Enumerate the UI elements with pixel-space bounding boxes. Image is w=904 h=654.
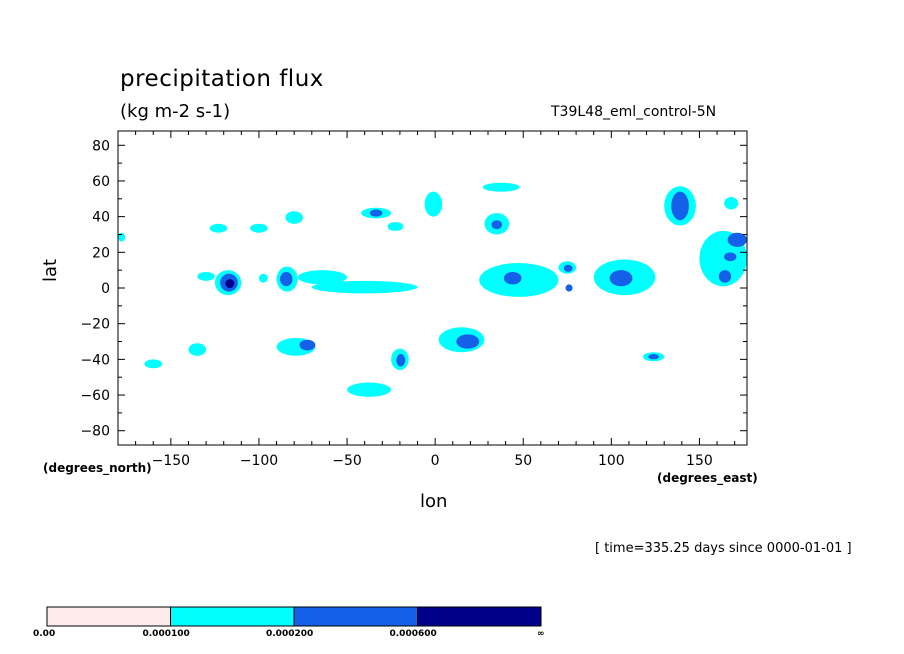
contour-region-8	[197, 271, 215, 281]
contour-region-17	[491, 220, 503, 230]
x-tick-label: 0	[431, 453, 440, 469]
y-tick-label: 40	[92, 210, 110, 226]
contour-region-15	[424, 191, 443, 217]
contour-region-34	[456, 334, 480, 349]
colorbar-swatch-3	[417, 606, 542, 627]
contour-region-20	[503, 271, 522, 285]
contour-region-43	[648, 354, 659, 360]
x-tick-label: 150	[686, 453, 713, 469]
y-axis-label: lat	[40, 258, 61, 282]
x-tick-label: 50	[514, 453, 532, 469]
colorbar-swatch-2	[293, 606, 418, 627]
contour-region-36	[299, 339, 316, 351]
contour-region-29	[718, 270, 732, 283]
contour-region-2	[225, 279, 235, 288]
x-units-note: (degrees_east)	[657, 471, 758, 485]
y-tick-label: 0	[101, 281, 110, 297]
y-tick-label: −80	[80, 424, 110, 440]
contour-region-9	[209, 223, 228, 233]
y-tick-label: −40	[80, 352, 110, 368]
contour-region-11	[285, 211, 304, 224]
chart-title: precipitation flux	[120, 66, 324, 92]
contour-region-5	[258, 273, 268, 283]
x-tick-label: 100	[598, 453, 625, 469]
y-tick-label: 80	[92, 138, 110, 154]
contour-region-10	[250, 223, 268, 233]
colorbar-label: 0.00	[33, 629, 56, 639]
contour-region-39	[347, 382, 392, 397]
contour-region-25	[609, 270, 633, 287]
contour-region-6	[297, 270, 348, 285]
contour-region-4	[280, 271, 293, 287]
contour-region-38	[396, 354, 406, 367]
y-tick-label: −20	[80, 317, 110, 333]
x-axis-label: lon	[420, 491, 448, 512]
contour-region-40	[188, 343, 207, 356]
contour-region-32	[724, 197, 739, 210]
contour-region-7	[311, 280, 418, 294]
contour-region-13	[369, 209, 383, 217]
colorbar-swatch-0	[46, 606, 171, 627]
contour-region-14	[387, 221, 404, 231]
colorbar-label: ∞	[537, 629, 545, 639]
y-tick-label: 20	[92, 245, 110, 261]
contour-region-27	[671, 191, 689, 221]
colorbar-swatch-1	[170, 606, 295, 627]
y-tick-label: 60	[92, 174, 110, 190]
chart-units: (kg m-2 s-1)	[120, 101, 231, 122]
plot-frame	[117, 130, 748, 446]
contour-region-18	[482, 182, 520, 192]
y-units-note: (degrees_north)	[43, 461, 152, 475]
colorbar-label: 0.000200	[266, 629, 314, 639]
run-id-label: T39L48_eml_control-5N	[551, 104, 717, 120]
colorbar-label: 0.000100	[142, 629, 190, 639]
contour-region-23	[565, 284, 573, 292]
x-tick-label: −100	[240, 453, 278, 469]
contour-region-41	[144, 359, 163, 369]
contour-region-22	[563, 264, 573, 272]
contour-region-31	[727, 232, 747, 247]
x-tick-label: −50	[332, 453, 362, 469]
time-stamp: [ time=335.25 days since 0000-01-01 ]	[595, 541, 852, 556]
contour-region-30	[724, 252, 737, 262]
y-tick-label: −60	[80, 388, 110, 404]
colorbar-label: 0.000600	[389, 629, 437, 639]
x-tick-label: −150	[152, 453, 190, 469]
